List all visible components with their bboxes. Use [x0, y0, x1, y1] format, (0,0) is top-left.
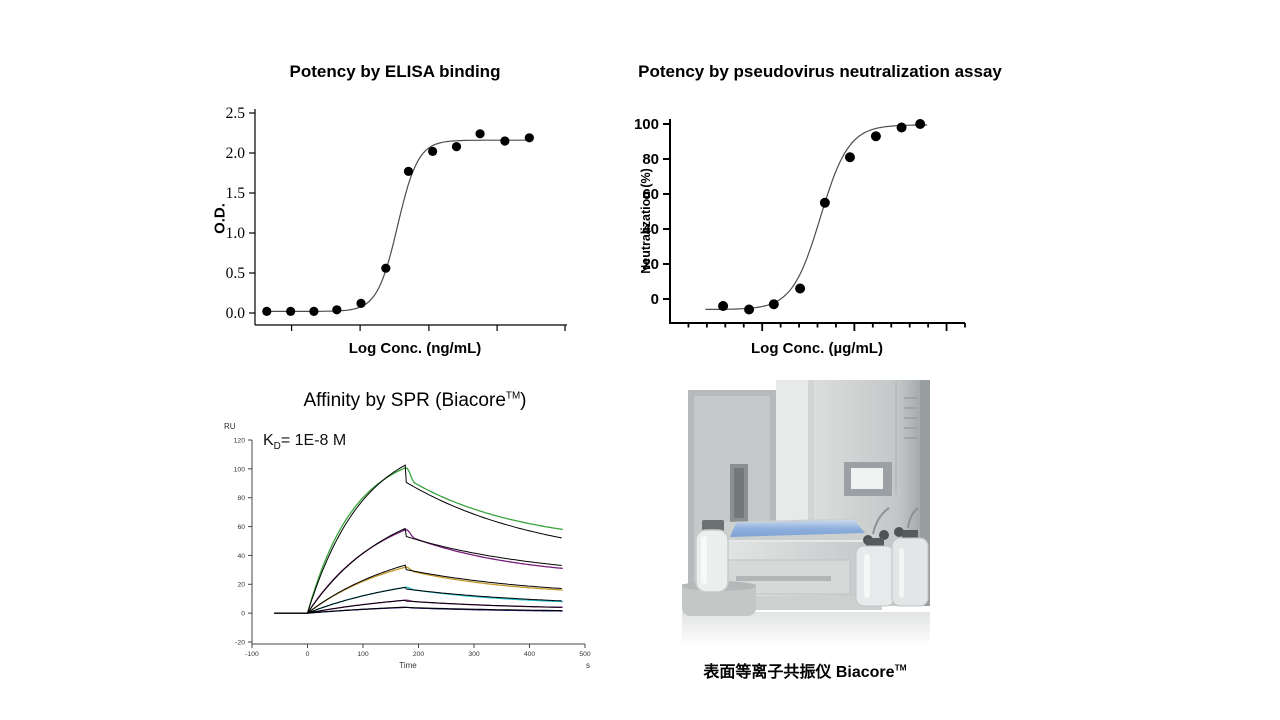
- spr-kd-annotation: KD= 1E-8 M: [263, 432, 346, 452]
- instrument-caption-tm-superscript: TM: [894, 662, 907, 673]
- svg-text:0: 0: [306, 651, 310, 658]
- spr-title-tm-superscript: TM: [505, 390, 521, 402]
- svg-text:0: 0: [651, 291, 659, 308]
- neutralization-chart: 0 20 40 60 80 100: [634, 116, 966, 331]
- svg-text:20: 20: [237, 582, 245, 589]
- spr-title-text: Affinity by SPR (Biacore: [303, 390, 506, 411]
- panel-biacore-instrument: 表面等离子共振仪 BiacoreTM: [660, 372, 960, 702]
- svg-text:120: 120: [234, 437, 246, 444]
- svg-text:200: 200: [413, 651, 425, 658]
- svg-text:1.5: 1.5: [226, 185, 246, 202]
- elisa-x-axis-label: Log Conc. (ng/mL): [348, 340, 482, 357]
- panel-spr-affinity: Affinity by SPR (BiacoreTM) KD= 1E-8 M R…: [215, 388, 615, 688]
- svg-text:40: 40: [642, 221, 659, 238]
- instrument-left-bottle-and-tray: [682, 520, 756, 616]
- svg-text:60: 60: [642, 186, 659, 203]
- spr-time-axis-label: Time: [399, 661, 417, 670]
- svg-text:40: 40: [237, 553, 245, 560]
- svg-text:300: 300: [468, 651, 480, 658]
- kd-subscript: D: [273, 441, 281, 453]
- neutralization-x-axis-label: Log Conc. (µg/mL): [751, 340, 883, 357]
- elisa-chart: 0.0 0.5 1.0 1.5 2.0 2.5: [226, 105, 567, 331]
- svg-text:60: 60: [237, 524, 245, 531]
- biacore-instrument-photo: [682, 380, 930, 646]
- instrument-center-column: [776, 380, 814, 530]
- svg-text:100: 100: [357, 651, 369, 658]
- spr-seconds-unit-label: s: [586, 661, 590, 670]
- svg-text:0: 0: [241, 611, 245, 618]
- elisa-title: Potency by ELISA binding: [289, 62, 501, 81]
- instrument-caption-text: 表面等离子共振仪 Biacore: [703, 664, 895, 681]
- panel-elisa-binding: Potency by ELISA binding O.D. 0.0 0.5 1.0 1…: [200, 60, 590, 375]
- instrument-reflection: [682, 612, 930, 646]
- instrument-caption: 表面等离子共振仪 BiacoreTM: [660, 658, 950, 682]
- instrument-reagent-bottles: [855, 507, 929, 607]
- svg-text:20: 20: [642, 256, 659, 273]
- svg-text:100: 100: [234, 466, 246, 473]
- svg-text:-20: -20: [235, 639, 245, 646]
- kd-symbol: K: [263, 432, 274, 449]
- spr-title: Affinity by SPR (BiacoreTM): [215, 390, 615, 412]
- svg-text:80: 80: [237, 495, 245, 502]
- neutralization-title: Potency by pseudovirus neutralization as…: [638, 62, 1002, 81]
- svg-text:2.0: 2.0: [226, 145, 246, 162]
- svg-text:500: 500: [579, 651, 591, 658]
- panel-pseudovirus-neutralization: Potency by pseudovirus neutralization as…: [620, 60, 1020, 375]
- spr-ru-unit-label: RU: [224, 422, 236, 431]
- kd-value: = 1E-8 M: [280, 432, 347, 449]
- svg-text:100: 100: [634, 116, 659, 133]
- svg-text:-100: -100: [245, 651, 259, 658]
- svg-text:80: 80: [642, 151, 659, 168]
- svg-text:1.0: 1.0: [226, 225, 246, 242]
- svg-text:400: 400: [524, 651, 536, 658]
- spr-title-suffix: ): [520, 390, 527, 411]
- svg-text:0.0: 0.0: [226, 305, 246, 322]
- svg-text:2.5: 2.5: [226, 105, 246, 122]
- instrument-display-slot: [844, 462, 892, 496]
- spr-sensorgram-chart: -20 0 20 40 60 80 100 120 -100 0 100 200 300 400 500: [234, 437, 591, 658]
- svg-text:0.5: 0.5: [226, 265, 246, 282]
- instrument-main-unit: [714, 518, 882, 610]
